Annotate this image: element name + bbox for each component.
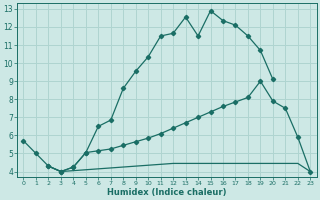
X-axis label: Humidex (Indice chaleur): Humidex (Indice chaleur): [107, 188, 227, 197]
